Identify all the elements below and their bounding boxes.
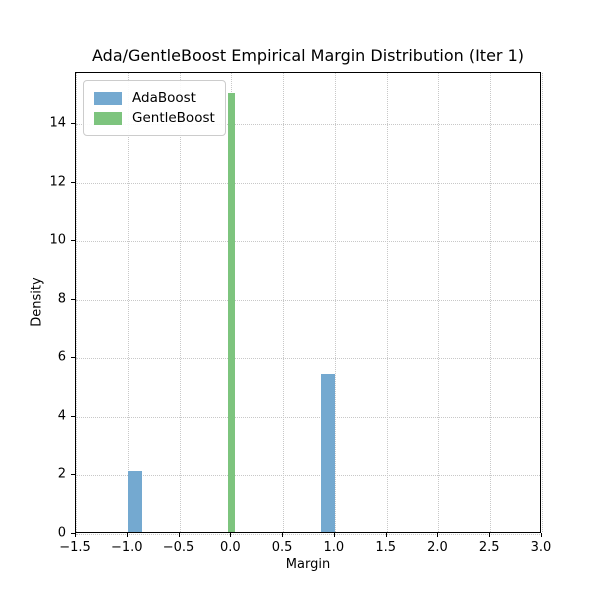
x-tick-mark	[282, 533, 284, 537]
x-tick-mark	[333, 533, 335, 537]
y-tick-label: 2	[57, 466, 66, 482]
x-tick-mark	[75, 533, 76, 537]
x-gridline	[76, 73, 77, 532]
plot-area: AdaBoost GentleBoost	[75, 72, 543, 535]
x-tick-mark	[230, 533, 232, 537]
x-tick-label: 0.5	[271, 540, 293, 555]
x-tick-label: −0.5	[162, 540, 195, 555]
y-tick-mark	[71, 240, 75, 242]
y-tick-mark	[71, 357, 75, 359]
x-tick-mark	[126, 533, 128, 537]
y-gridline	[76, 475, 540, 477]
y-tick-label: 6	[57, 349, 66, 365]
x-tick-label: 0.0	[219, 540, 241, 555]
x-tick-mark	[385, 533, 387, 537]
y-tick-mark	[71, 474, 75, 476]
y-tick-label: 8	[57, 291, 66, 307]
x-gridline	[179, 73, 181, 532]
y-gridline	[76, 299, 540, 301]
y-tick-mark	[71, 181, 75, 183]
x-tick-mark	[178, 533, 180, 537]
x-axis-label: Margin	[285, 557, 331, 572]
chart-title: Ada/GentleBoost Empirical Margin Distrib…	[92, 46, 524, 65]
y-tick-mark	[71, 533, 75, 534]
x-tick-mark	[437, 533, 439, 537]
x-tick-mark	[489, 533, 491, 537]
x-gridline	[438, 73, 440, 532]
y-tick-mark	[71, 415, 75, 417]
y-tick-label: 14	[49, 115, 66, 131]
legend-label-adaboost: AdaBoost	[132, 90, 196, 106]
x-tick-label: 3.0	[530, 540, 552, 555]
x-tick-label: 1.5	[375, 540, 396, 555]
legend-label-gentleboost: GentleBoost	[132, 110, 215, 126]
y-gridline	[76, 358, 540, 360]
y-tick-label: 0	[57, 525, 66, 541]
adaboost-bar	[321, 373, 335, 532]
x-tick-label: 2.0	[427, 540, 448, 555]
x-gridline	[386, 73, 388, 532]
adaboost-swatch-icon	[94, 91, 122, 105]
y-tick-label: 12	[49, 174, 66, 190]
x-gridline	[490, 73, 492, 532]
y-tick-mark	[71, 298, 75, 300]
x-gridline	[334, 73, 336, 532]
y-gridline	[76, 241, 540, 243]
y-axis-label: Density	[29, 277, 45, 327]
y-gridline	[76, 534, 540, 535]
y-tick-label: 4	[57, 408, 66, 424]
adaboost-bar	[127, 470, 142, 532]
x-tick-label: −1.5	[59, 540, 91, 555]
x-gridline	[127, 73, 129, 532]
y-tick-mark	[71, 123, 75, 125]
gentleboost-bar	[227, 92, 235, 532]
y-tick-label: 10	[49, 232, 66, 248]
y-gridline	[76, 416, 540, 418]
legend-entry-adaboost: AdaBoost	[94, 88, 215, 108]
gentleboost-swatch-icon	[94, 111, 122, 125]
y-gridline	[76, 124, 540, 126]
x-tick-label: −1.0	[110, 540, 143, 555]
legend-entry-gentleboost: GentleBoost	[94, 108, 215, 128]
x-gridline	[542, 73, 543, 532]
x-gridline	[283, 73, 285, 532]
y-gridline	[76, 182, 540, 184]
x-tick-mark	[541, 533, 542, 537]
legend: AdaBoost GentleBoost	[83, 80, 226, 136]
x-tick-label: 1.0	[323, 540, 345, 555]
x-tick-label: 2.5	[478, 540, 500, 555]
